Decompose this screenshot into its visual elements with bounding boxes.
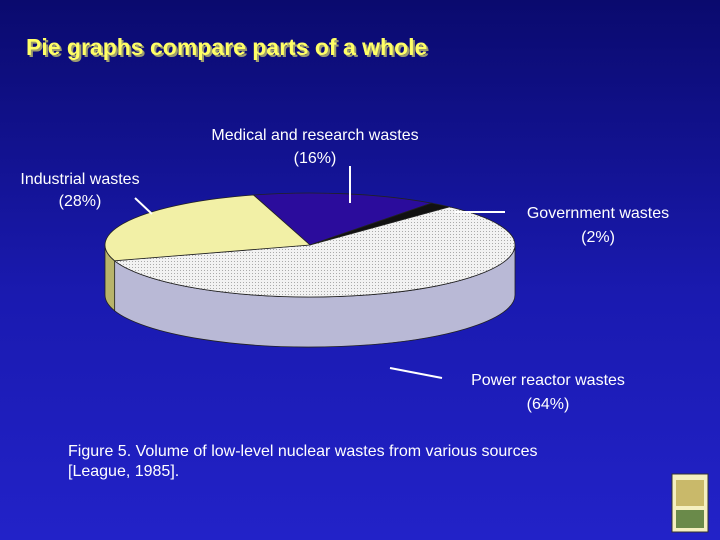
caption: Figure 5. Volume of low-level nuclear wa… [68, 443, 538, 480]
book-icon [671, 473, 709, 533]
slice-label: Government wastes [527, 205, 669, 222]
slice-label: Medical and research wastes [211, 127, 418, 144]
slice [104, 194, 311, 262]
slice-value: (64%) [527, 396, 570, 413]
title-shadow: Pie graphs compare parts of a whole [28, 36, 429, 62]
slice-value: (2%) [581, 229, 615, 246]
pie [104, 192, 516, 348]
leader-lines [134, 166, 505, 379]
slice-value: (16%) [294, 150, 337, 167]
leader-line [134, 197, 153, 215]
slice [113, 206, 516, 298]
chart-title: Pie graphs compare parts of a whole [26, 34, 427, 60]
slice-value: (28%) [59, 193, 102, 210]
slice-label: Industrial wastes [20, 171, 139, 188]
slice-label: Power reactor wastes [471, 372, 625, 389]
leader-line [389, 367, 443, 379]
slice [252, 192, 434, 246]
